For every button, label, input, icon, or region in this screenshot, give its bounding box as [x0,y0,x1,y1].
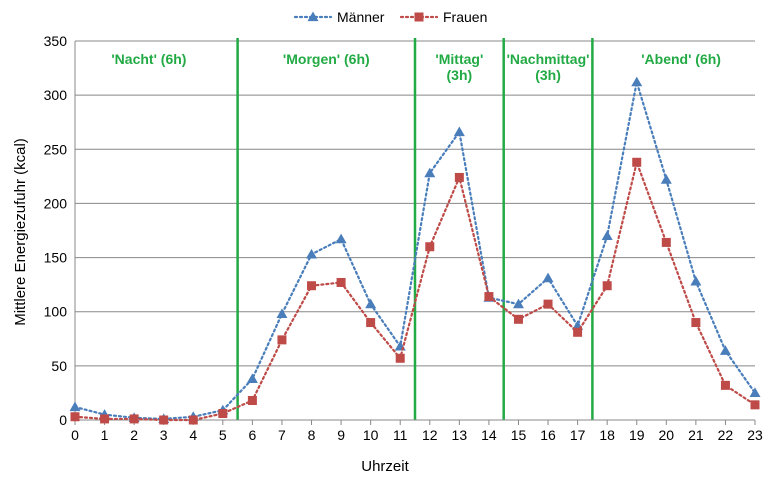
period-label-3-line-0: 'Nachmittag' [507,51,590,67]
legend-label-0: Männer [337,9,385,25]
x-tick-label-22: 22 [718,427,734,443]
series-0 [69,76,761,424]
legend-item-0: Männer [293,9,385,25]
point-1-19 [632,157,642,167]
period-label-2-line-1: (3h) [447,67,473,83]
point-1-10 [366,318,376,328]
x-tick-label-9: 9 [337,427,345,443]
legend-item-1: Frauen [399,9,487,25]
point-1-8 [307,281,317,291]
period-label-1-line-0: 'Morgen' (6h) [283,51,370,67]
x-tick-label-11: 11 [393,427,408,443]
y-tick-label-200: 200 [44,195,68,211]
series-line-1 [73,158,757,422]
point-0-22 [719,345,731,355]
x-tick-label-10: 10 [363,427,379,443]
point-0-10 [365,298,377,309]
point-1-1 [100,414,110,424]
point-0-15 [512,298,524,309]
series-group [69,76,761,425]
legend-marker-1 [414,12,424,22]
point-0-8 [306,248,318,259]
y-tick-label-50: 50 [51,358,67,374]
point-0-20 [660,174,672,184]
x-tick-label-18: 18 [599,427,615,443]
point-0-18 [601,230,613,241]
point-1-14 [484,292,494,302]
point-1-17 [573,327,583,337]
x-tick-label-4: 4 [189,427,197,443]
y-tick-label-350: 350 [44,33,68,49]
point-0-16 [542,272,554,283]
point-1-12 [425,242,435,252]
x-tick-label-23: 23 [747,427,763,443]
point-0-21 [690,275,702,286]
point-0-0 [69,401,81,412]
x-tick-label-19: 19 [629,427,645,443]
legend: Männer Frauen [293,9,487,25]
point-1-15 [513,314,523,324]
point-1-3 [159,415,169,425]
point-0-6 [246,373,258,383]
period-separators [236,38,594,420]
x-tick-label-6: 6 [248,427,256,443]
x-tick-label-20: 20 [659,427,675,443]
x-tick-label-15: 15 [511,427,527,443]
point-1-4 [188,415,198,425]
point-1-23 [750,400,760,410]
x-tick-label-17: 17 [570,427,586,443]
legend-label-1: Frauen [443,9,487,25]
series-line-0 [73,81,757,421]
point-0-19 [631,76,643,87]
x-tick-label-2: 2 [130,427,138,443]
point-0-7 [276,308,288,319]
point-1-11 [395,353,405,363]
x-axis-label: Uhrzeit [361,458,409,475]
x-tick-label-8: 8 [308,427,316,443]
x-tick-label-16: 16 [540,427,556,443]
x-tick-label-12: 12 [422,427,438,443]
point-0-12 [424,167,436,178]
legend-marker-0 [307,11,319,22]
y-tick-label-250: 250 [44,141,68,157]
point-1-13 [454,172,464,182]
period-label-4-line-0: 'Abend' (6h) [641,51,721,67]
x-tick-label-1: 1 [101,427,109,443]
point-1-16 [543,299,553,309]
point-1-9 [336,277,346,287]
point-1-20 [661,237,671,247]
point-0-9 [335,233,347,244]
point-0-13 [453,126,465,137]
x-tick-label-3: 3 [160,427,168,443]
point-0-23 [749,387,761,398]
period-label-0-line-0: 'Nacht' (6h) [111,51,186,67]
y-axis-label: Mittlere Energiezufuhr (kcal) [12,138,29,326]
point-1-21 [691,318,701,328]
series-1 [70,157,760,425]
x-tick-label-13: 13 [452,427,468,443]
point-1-5 [218,409,228,419]
point-1-6 [247,396,257,406]
point-1-22 [720,380,730,390]
point-1-2 [129,414,139,424]
point-1-18 [602,281,612,291]
x-tick-label-0: 0 [71,427,79,443]
x-tick-label-7: 7 [278,427,286,443]
y-tick-label-0: 0 [59,412,67,428]
y-tick-label-300: 300 [44,87,68,103]
period-label-2-line-0: 'Mittag' [435,51,483,67]
period-label-3-line-1: (3h) [535,67,561,83]
x-tick-label-21: 21 [688,427,704,443]
point-1-7 [277,335,287,345]
x-tick-label-5: 5 [219,427,227,443]
y-tick-label-100: 100 [44,304,68,320]
period-labels: 'Nacht' (6h) 'Morgen' (6h) 'Mittag'(3h)'Na… [111,51,721,83]
x-tick-label-14: 14 [481,427,497,443]
point-1-0 [70,412,80,422]
y-tick-label-150: 150 [44,250,68,266]
